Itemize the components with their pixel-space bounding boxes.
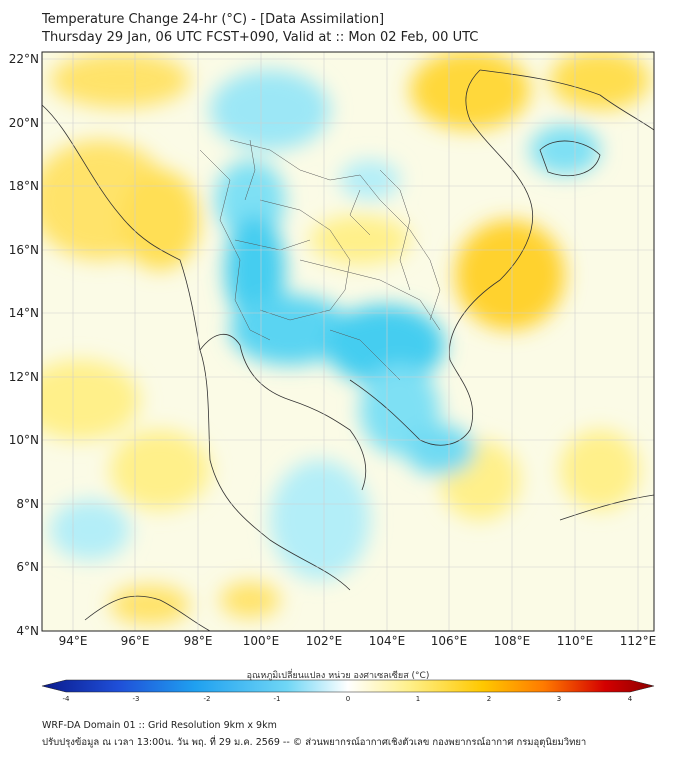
colorbar-tick: 0 bbox=[346, 695, 350, 703]
map-frame bbox=[41, 51, 655, 632]
lat-label: 14°N bbox=[9, 306, 39, 320]
lat-label: 18°N bbox=[9, 179, 39, 193]
colorbar-tick: 4 bbox=[628, 695, 633, 703]
lon-label: 94°E bbox=[59, 634, 88, 648]
lon-label: 102°E bbox=[306, 634, 343, 648]
colorbar-tick: 2 bbox=[487, 695, 491, 703]
lon-label: 108°E bbox=[494, 634, 531, 648]
lon-label: 104°E bbox=[369, 634, 406, 648]
map-title: Temperature Change 24-hr (°C) - [Data As… bbox=[42, 12, 385, 27]
footer-credit: ปรับปรุงข้อมูล ณ เวลา 13:00น. วัน พฤ. ที… bbox=[42, 737, 587, 748]
lat-label: 10°N bbox=[9, 433, 39, 447]
lon-label: 98°E bbox=[184, 634, 213, 648]
colorbar-tick: -2 bbox=[204, 695, 211, 703]
temperature-field bbox=[42, 52, 654, 631]
coastlines bbox=[42, 69, 654, 631]
map-subtitle: Thursday 29 Jan, 06 UTC FCST+090, Valid … bbox=[42, 30, 479, 45]
lat-label: 6°N bbox=[16, 560, 39, 574]
colorbar: -4 -3 -2 -1 0 1 2 3 4 bbox=[41, 679, 655, 703]
lat-label: 22°N bbox=[9, 52, 39, 66]
graticule bbox=[42, 52, 654, 631]
lat-label: 12°N bbox=[9, 370, 39, 384]
lat-label: 16°N bbox=[9, 243, 39, 257]
colorbar-tick: -3 bbox=[133, 695, 140, 703]
province-borders bbox=[199, 139, 441, 381]
lon-label: 110°E bbox=[557, 634, 594, 648]
lon-label: 96°E bbox=[121, 634, 150, 648]
colorbar-tick: -4 bbox=[63, 695, 71, 703]
lon-label: 112°E bbox=[620, 634, 657, 648]
lon-axis: 94°E 96°E 98°E 100°E 102°E 104°E 106°E 1… bbox=[59, 634, 657, 648]
lat-label: 20°N bbox=[9, 116, 39, 130]
colorbar-tick: -1 bbox=[274, 695, 281, 703]
lat-label: 4°N bbox=[16, 624, 39, 638]
colorbar-tick: 1 bbox=[416, 695, 420, 703]
lon-label: 100°E bbox=[243, 634, 280, 648]
colorbar-bar bbox=[41, 679, 655, 693]
footer-model-info: WRF-DA Domain 01 :: Grid Resolution 9km … bbox=[42, 720, 277, 731]
lat-axis: 22°N 20°N 18°N 16°N 14°N 12°N 10°N 8°N 6… bbox=[9, 52, 39, 638]
colorbar-label: อุณหภูมิเปลี่ยนแปลง หน่วย องศาเซลเซียส (… bbox=[246, 671, 430, 681]
lat-label: 8°N bbox=[16, 497, 39, 511]
lon-label: 106°E bbox=[431, 634, 468, 648]
colorbar-tick: 3 bbox=[557, 695, 561, 703]
